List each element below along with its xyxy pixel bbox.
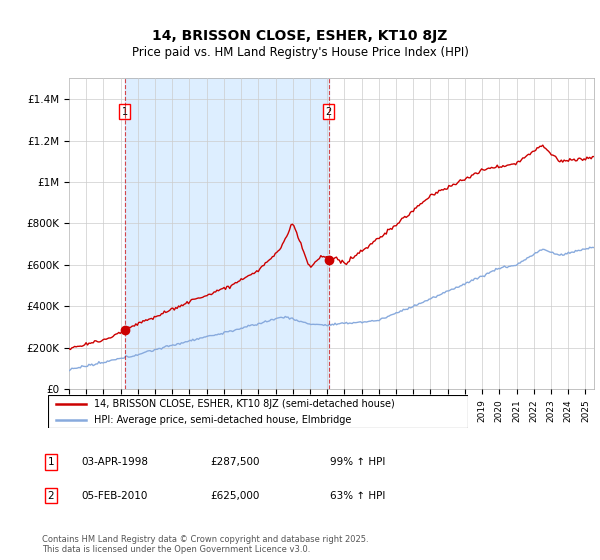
Text: Contains HM Land Registry data © Crown copyright and database right 2025.
This d: Contains HM Land Registry data © Crown c… xyxy=(42,535,368,554)
Text: Price paid vs. HM Land Registry's House Price Index (HPI): Price paid vs. HM Land Registry's House … xyxy=(131,45,469,59)
Text: 14, BRISSON CLOSE, ESHER, KT10 8JZ: 14, BRISSON CLOSE, ESHER, KT10 8JZ xyxy=(152,29,448,44)
FancyBboxPatch shape xyxy=(48,395,468,428)
Text: 63% ↑ HPI: 63% ↑ HPI xyxy=(330,491,385,501)
Text: 03-APR-1998: 03-APR-1998 xyxy=(81,457,148,467)
Text: HPI: Average price, semi-detached house, Elmbridge: HPI: Average price, semi-detached house,… xyxy=(94,415,352,425)
Text: 14, BRISSON CLOSE, ESHER, KT10 8JZ (semi-detached house): 14, BRISSON CLOSE, ESHER, KT10 8JZ (semi… xyxy=(94,399,395,409)
Text: 1: 1 xyxy=(122,106,128,116)
Text: £287,500: £287,500 xyxy=(210,457,260,467)
Text: 99% ↑ HPI: 99% ↑ HPI xyxy=(330,457,385,467)
Text: 2: 2 xyxy=(326,106,332,116)
Text: £625,000: £625,000 xyxy=(210,491,259,501)
Text: 2: 2 xyxy=(47,491,55,501)
Bar xyxy=(125,78,329,389)
Text: 05-FEB-2010: 05-FEB-2010 xyxy=(81,491,148,501)
Text: 1: 1 xyxy=(47,457,55,467)
